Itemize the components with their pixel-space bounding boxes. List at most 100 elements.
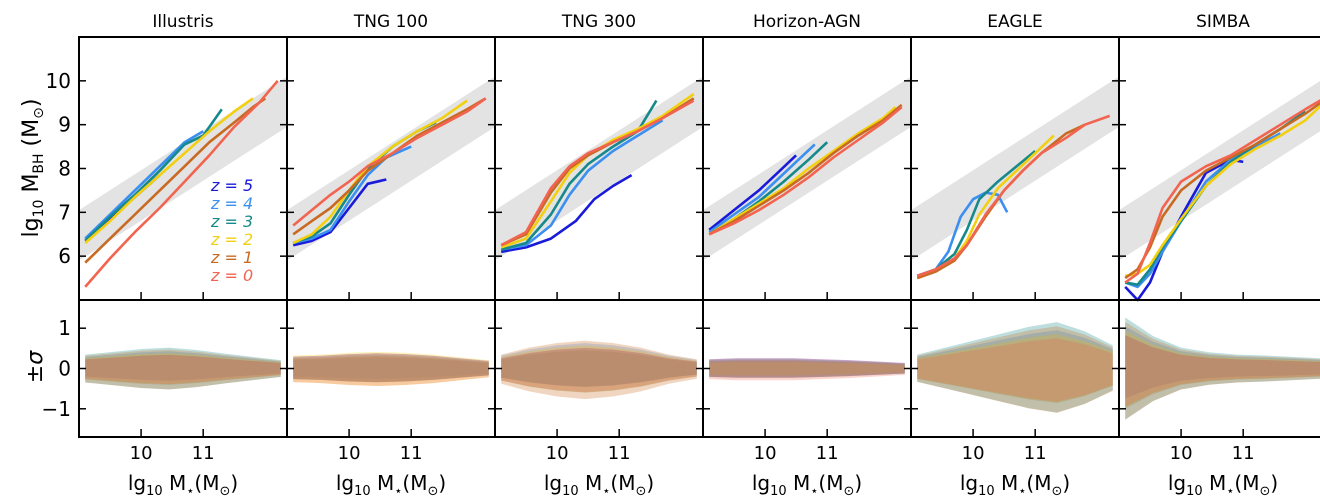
sigma-band xyxy=(85,347,281,390)
series-line xyxy=(708,106,897,236)
x-tick-label: 10 xyxy=(962,443,985,464)
y-tick-label: 0 xyxy=(58,357,71,381)
sigma-band xyxy=(293,357,489,379)
panel-eagle: EAGLE 10 11 lg10 M⋆(M⊙) xyxy=(910,12,1120,497)
x-tick-label: 10 xyxy=(130,443,153,464)
x-tick-label: 10 xyxy=(546,443,569,464)
legend-entry: z = 4 xyxy=(210,194,253,213)
series-line xyxy=(708,154,797,231)
svg-text:lg10 MBH (M⊙): lg10 MBH (M⊙) xyxy=(19,99,47,238)
series-line xyxy=(500,99,695,247)
series-line xyxy=(708,143,816,234)
sigma-band xyxy=(85,354,281,385)
legend-entry: z = 3 xyxy=(210,212,253,231)
sigma-band xyxy=(709,359,905,378)
sigma-band xyxy=(1125,335,1320,407)
ylabel-top: lg10 MBH (M⊙) xyxy=(19,99,47,238)
x-axis-label: lg10 M⋆(M⊙) xyxy=(544,471,654,497)
sigma-band xyxy=(1125,317,1320,420)
x-tick-label: 11 xyxy=(1024,443,1047,464)
legend-entry: z = 5 xyxy=(210,176,253,195)
sigma-band xyxy=(917,334,1113,403)
panel-title: Illustris xyxy=(152,12,213,32)
series-line xyxy=(84,130,204,240)
plot-area xyxy=(495,76,703,400)
sigma-band xyxy=(1125,335,1320,399)
sigma-band xyxy=(293,351,489,387)
x-tick-label: 11 xyxy=(608,443,631,464)
x-axis-label: lg10 M⋆(M⊙) xyxy=(752,471,862,497)
svg-text:±σ: ±σ xyxy=(23,350,48,383)
panel-title: TNG 300 xyxy=(561,12,636,32)
x-tick-label: 11 xyxy=(192,443,215,464)
ylabel-bottom: ±σ xyxy=(23,350,48,383)
plot-area xyxy=(911,76,1119,413)
sigma-band xyxy=(501,347,697,393)
x-tick-label: 10 xyxy=(1170,443,1193,464)
sigma-band xyxy=(709,358,905,378)
series-line xyxy=(500,173,633,254)
series-line xyxy=(1124,99,1320,284)
legend-entry: z = 1 xyxy=(210,248,253,267)
plot-area xyxy=(79,76,287,390)
x-axis-label: lg10 M⋆(M⊙) xyxy=(960,471,1070,497)
x-tick-label: 11 xyxy=(400,443,423,464)
panel-simba: SIMBA 10 11 lg10 M⋆(M⊙) xyxy=(1118,12,1320,497)
sigma-band xyxy=(917,326,1113,413)
legend: z = 5z = 4z = 3z = 2z = 1z = 0 xyxy=(210,176,253,285)
series-line xyxy=(292,97,487,227)
legend-entry: z = 2 xyxy=(210,230,253,249)
sigma-band xyxy=(85,349,281,390)
sigma-band xyxy=(501,343,697,393)
y-tick-label: 1 xyxy=(58,316,71,340)
sigma-band xyxy=(85,353,281,385)
sigma-band xyxy=(293,353,489,387)
plot-area xyxy=(703,76,911,381)
x-axis-label: lg10 M⋆(M⊙) xyxy=(128,471,238,497)
y-tick-label: 10 xyxy=(46,69,71,93)
y-tick-label: 9 xyxy=(58,113,71,137)
x-axis-label: lg10 M⋆(M⊙) xyxy=(336,471,446,497)
series-line xyxy=(500,119,664,251)
panel-title: TNG 100 xyxy=(353,12,428,32)
panel-title: SIMBA xyxy=(1196,12,1250,32)
series-line xyxy=(708,106,903,236)
x-tick-label: 11 xyxy=(1232,443,1255,464)
sigma-band xyxy=(917,338,1113,402)
y-tick-label: 6 xyxy=(58,244,71,268)
sigma-band xyxy=(1125,330,1320,409)
x-tick-label: 10 xyxy=(754,443,777,464)
panel-tng-100: TNG 100 10 11 lg10 M⋆(M⊙) xyxy=(286,12,496,497)
x-tick-label: 11 xyxy=(816,443,839,464)
plot-area xyxy=(1119,80,1320,420)
sigma-band xyxy=(917,322,1113,413)
sigma-band xyxy=(293,353,489,383)
sigma-band xyxy=(917,330,1113,403)
sigma-band xyxy=(709,360,905,376)
series-line xyxy=(292,97,487,236)
sigma-band xyxy=(709,358,905,381)
sigma-band xyxy=(85,351,281,385)
x-tick-label: 10 xyxy=(338,443,361,464)
series-line xyxy=(708,103,903,236)
sigma-band xyxy=(85,354,281,381)
panel-title: EAGLE xyxy=(987,12,1042,32)
y-tick-label: 7 xyxy=(58,200,71,224)
panel-horizon-agn: Horizon-AGN 10 11 lg10 M⋆(M⊙) xyxy=(702,12,912,497)
y-tick-label: −1 xyxy=(42,397,71,421)
series-line xyxy=(1124,104,1320,278)
sigma-band xyxy=(501,340,697,400)
sigma-band xyxy=(293,356,489,383)
series-line xyxy=(292,178,387,247)
series-line xyxy=(84,97,267,264)
panel-title: Horizon-AGN xyxy=(753,12,861,32)
series-line xyxy=(916,114,1111,278)
plot-area xyxy=(287,76,495,387)
panel-tng-300: TNG 300 10 11 lg10 M⋆(M⊙) xyxy=(494,12,704,497)
legend-entry: z = 0 xyxy=(210,266,253,285)
sigma-band xyxy=(501,345,697,393)
sigma-band xyxy=(501,347,697,387)
x-axis-label: lg10 M⋆(M⊙) xyxy=(1168,471,1278,497)
